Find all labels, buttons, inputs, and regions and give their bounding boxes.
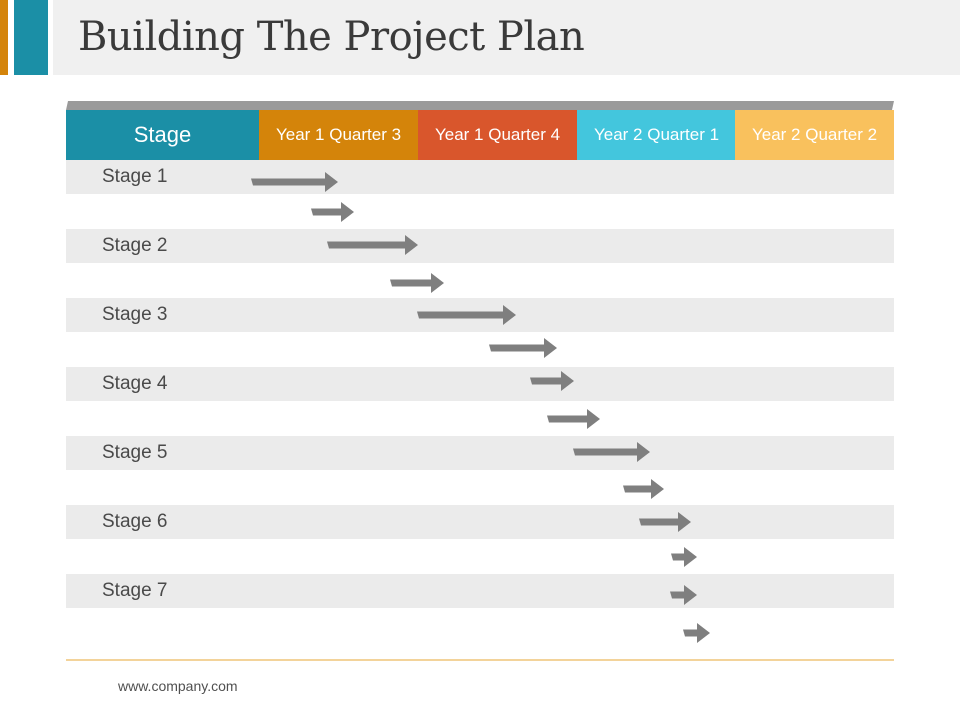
stage-row-1: Stage 1 (66, 160, 894, 194)
stage-label-2: Stage 2 (102, 235, 168, 256)
stage-label-1: Stage 1 (102, 166, 168, 187)
header-stage-cell: Stage (66, 110, 259, 160)
title-background (53, 0, 960, 75)
header-quarter-3: Year 2 Quarter 1 (577, 110, 736, 160)
stage-row-7: Stage 7 (66, 574, 894, 608)
stage-row-6: Stage 6 (66, 505, 894, 539)
timeline-arrow-4 (390, 273, 444, 293)
timeline-arrow-12 (671, 547, 697, 567)
stage-row-5: Stage 5 (66, 436, 894, 470)
stage-row-2: Stage 2 (66, 229, 894, 263)
header-quarter-2: Year 1 Quarter 4 (418, 110, 577, 160)
header-top-band (66, 101, 894, 110)
header-quarter-4: Year 2 Quarter 2 (735, 110, 894, 160)
stage-label-7: Stage 7 (102, 580, 168, 601)
bottom-divider (66, 659, 894, 661)
stage-label-3: Stage 3 (102, 304, 168, 325)
stage-label-6: Stage 6 (102, 511, 168, 532)
stage-row-4: Stage 4 (66, 367, 894, 401)
header-quarter-1: Year 1 Quarter 3 (259, 110, 418, 160)
timeline-arrow-8 (547, 409, 600, 429)
timeline-arrow-2 (311, 202, 354, 222)
stage-label-4: Stage 4 (102, 373, 168, 394)
title-accent-orange (0, 0, 8, 75)
timeline-arrow-14 (683, 623, 710, 643)
gantt-header: Stage Year 1 Quarter 3 Year 1 Quarter 4 … (66, 110, 894, 160)
timeline-arrow-6 (489, 338, 557, 358)
page-title: Building The Project Plan (78, 14, 585, 60)
stage-row-3: Stage 3 (66, 298, 894, 332)
title-bar: Building The Project Plan (0, 0, 960, 75)
timeline-arrow-10 (623, 479, 664, 499)
stage-label-5: Stage 5 (102, 442, 168, 463)
title-accent-teal (14, 0, 48, 75)
footer-url: www.company.com (118, 678, 238, 694)
header-top-band-shape (66, 101, 894, 110)
